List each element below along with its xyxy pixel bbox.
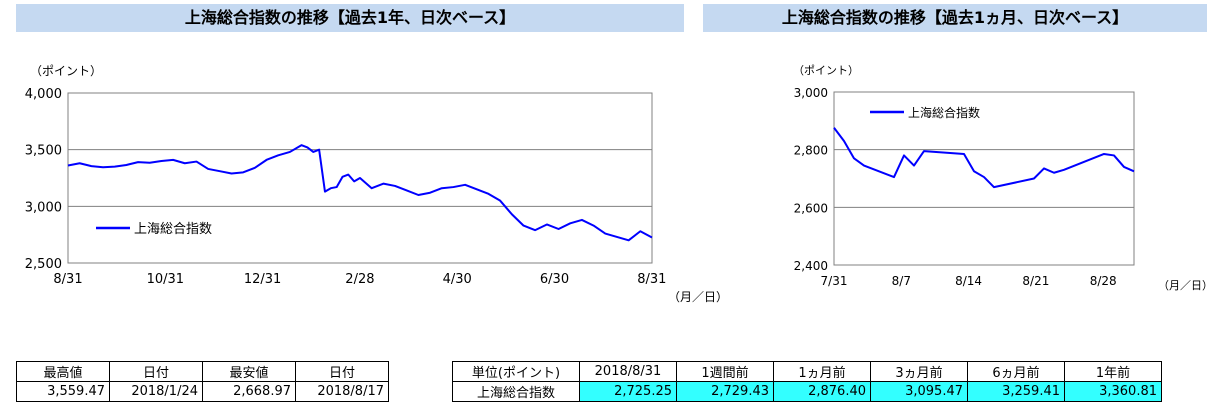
legend-label: 上海総合指数 (908, 105, 980, 120)
x-tick-label: 12/31 (244, 272, 281, 287)
x-axis-unit: （月／日） (1158, 279, 1213, 292)
value-1year: 3,360.81 (1064, 381, 1162, 402)
chart2-title: 上海総合指数の推移【過去1ヵ月、日次ベース】 (703, 4, 1207, 32)
y-tick-label: 2,500 (25, 257, 62, 272)
value-current: 2,725.25 (579, 381, 677, 402)
header-high: 最高値 (16, 361, 110, 382)
high-low-table: 最高値 日付 最安値 日付 3,559.47 2018/1/24 2,668.9… (16, 361, 389, 402)
value-6month: 3,259.41 (967, 381, 1065, 402)
series-line-1 (67, 144, 653, 242)
x-tick-label: 8/7 (892, 274, 911, 288)
x-tick-label: 4/30 (443, 272, 472, 287)
x-tick-label: 8/31 (637, 272, 666, 287)
header-low-date: 日付 (295, 361, 389, 382)
header-high-date: 日付 (109, 361, 203, 382)
high-value: 3,559.47 (16, 381, 110, 402)
x-tick-label: 8/14 (955, 274, 982, 288)
comparison-table: 単位(ポイント) 2018/8/31 1週間前 1ヵ月前 3ヵ月前 6ヵ月前 1… (452, 361, 1162, 402)
x-tick-label: 10/31 (147, 272, 184, 287)
x-axis-unit: （月／日） (668, 290, 728, 304)
x-tick-label: 2/28 (345, 272, 374, 287)
y-tick-label: 2,400 (794, 259, 828, 273)
value-1month: 2,876.40 (773, 381, 871, 402)
header-3month: 3ヵ月前 (870, 361, 968, 382)
y-axis-unit: （ポイント） (793, 64, 859, 77)
header-1week: 1週間前 (676, 361, 774, 382)
chart1-title: 上海総合指数の推移【過去1年、日次ベース】 (16, 4, 684, 32)
value-3month: 3,095.47 (870, 381, 968, 402)
header-1month: 1ヵ月前 (773, 361, 871, 382)
row-label: 上海総合指数 (452, 381, 580, 402)
legend-label: 上海総合指数 (134, 222, 212, 237)
series-line-2 (833, 127, 1135, 189)
low-date: 2018/8/17 (295, 381, 389, 402)
x-tick-label: 8/31 (53, 272, 82, 287)
header-low: 最安値 (202, 361, 296, 382)
high-date: 2018/1/24 (109, 381, 203, 402)
y-tick-label: 2,800 (794, 144, 828, 158)
low-value: 2,668.97 (202, 381, 296, 402)
y-tick-label: 2,600 (794, 201, 828, 215)
y-tick-label: 3,000 (794, 86, 828, 100)
header-6month: 6ヵ月前 (967, 361, 1065, 382)
y-tick-label: 4,000 (25, 87, 62, 102)
x-tick-label: 7/31 (821, 274, 848, 288)
plot-area (833, 91, 1135, 266)
header-unit: 単位(ポイント) (452, 361, 580, 382)
y-tick-label: 3,500 (25, 144, 62, 159)
x-tick-label: 8/28 (1090, 274, 1117, 288)
value-1week: 2,729.43 (676, 381, 774, 402)
x-tick-label: 8/21 (1022, 274, 1049, 288)
y-axis-unit: （ポイント） (30, 64, 102, 78)
x-tick-label: 6/30 (540, 272, 569, 287)
y-tick-label: 3,000 (25, 200, 62, 215)
header-1year: 1年前 (1064, 361, 1162, 382)
header-current: 2018/8/31 (579, 361, 677, 382)
